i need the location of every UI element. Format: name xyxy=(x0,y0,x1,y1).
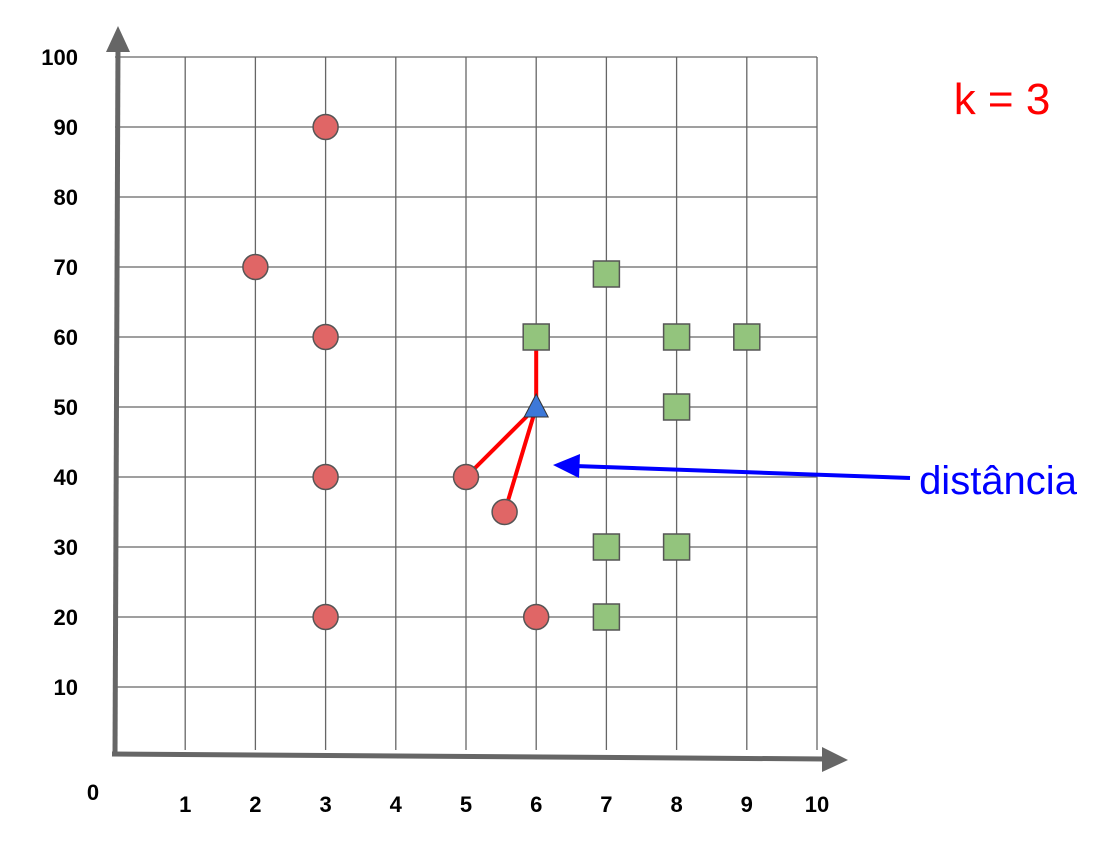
grid xyxy=(115,56,818,750)
y-tick-label: 10 xyxy=(54,675,78,700)
x-tick-label: 9 xyxy=(741,792,753,817)
green-square-point xyxy=(662,533,691,561)
neighbor-distance-lines xyxy=(464,337,539,513)
y-tick-label: 70 xyxy=(54,255,78,280)
green-square-point xyxy=(522,323,550,351)
green-square-point xyxy=(733,323,761,351)
red-circle-point xyxy=(522,603,550,631)
data-points xyxy=(242,113,761,631)
green-square-point xyxy=(662,323,691,351)
y-tick-label: 50 xyxy=(54,395,78,420)
x-tick-label: 2 xyxy=(249,792,261,817)
tick-labels: 0 1 2 3 4 5 6 7 8 9 10 10 20 30 40 50 60 70 80 90 100 xyxy=(41,45,829,817)
y-tick-label: 60 xyxy=(54,325,78,350)
x-tick-label: 6 xyxy=(530,792,542,817)
x-axis xyxy=(111,751,826,762)
green-square-point xyxy=(662,393,691,421)
x-tick-label: 8 xyxy=(670,792,682,817)
red-circle-point xyxy=(312,463,339,491)
neighbor-distance-line xyxy=(464,405,538,479)
y-axis-arrowhead xyxy=(106,26,130,52)
distance-arrowhead xyxy=(553,454,580,478)
red-circle-point xyxy=(491,498,518,526)
y-tick-label: 30 xyxy=(54,535,78,560)
green-square-point xyxy=(592,533,621,561)
distance-label: distância xyxy=(919,459,1078,503)
x-tick-label: 3 xyxy=(319,792,331,817)
red-circle-point xyxy=(312,113,339,141)
y-tick-label: 80 xyxy=(54,185,78,210)
red-circle-point xyxy=(452,463,480,491)
annotations: k = 3 distância xyxy=(553,75,1078,503)
x-axis-arrowhead xyxy=(822,747,848,772)
y-tick-label: 20 xyxy=(54,605,78,630)
origin-label: 0 xyxy=(87,780,99,805)
red-circle-point xyxy=(312,323,339,351)
distance-arrow-shaft xyxy=(574,464,911,480)
red-circle-point xyxy=(312,603,339,631)
y-tick-label: 100 xyxy=(41,45,78,70)
green-square-point xyxy=(592,603,621,631)
x-tick-label: 10 xyxy=(805,792,829,817)
x-tick-label: 5 xyxy=(460,792,472,817)
x-tick-label: 1 xyxy=(179,792,191,817)
x-tick-label: 7 xyxy=(600,792,612,817)
y-tick-label: 40 xyxy=(54,465,78,490)
k-label: k = 3 xyxy=(954,75,1051,124)
y-tick-label: 90 xyxy=(54,115,78,140)
red-circle-point xyxy=(242,253,269,281)
green-square-point xyxy=(592,260,621,288)
neighbor-distance-line xyxy=(502,406,539,513)
x-tick-label: 4 xyxy=(390,792,403,817)
y-axis xyxy=(112,44,121,757)
axes xyxy=(106,26,848,772)
query-triangle-point xyxy=(523,392,550,418)
